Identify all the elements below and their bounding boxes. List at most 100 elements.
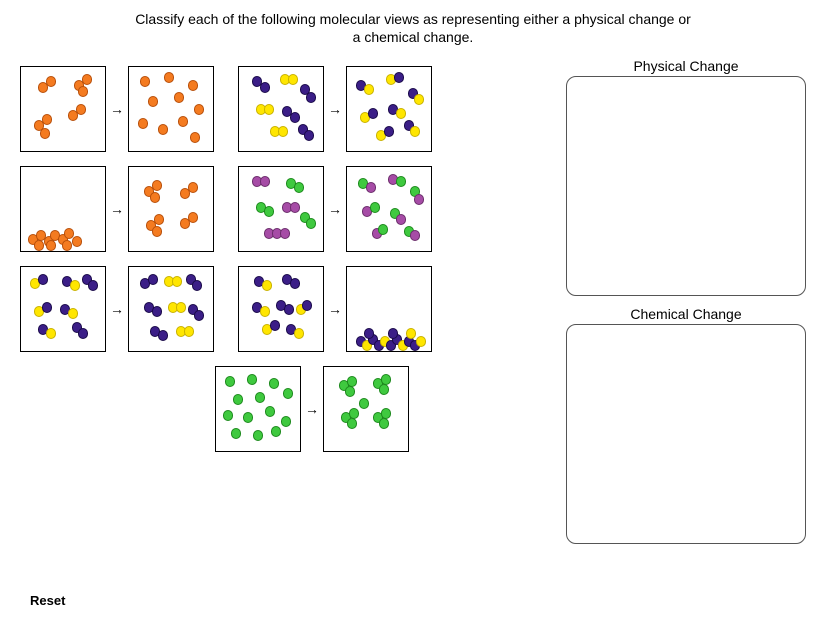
- orange-atom: [140, 76, 150, 86]
- orange-atom: [72, 236, 82, 246]
- orange-atom: [152, 226, 162, 236]
- yellow-atom: [278, 126, 288, 136]
- green-atom: [345, 386, 355, 396]
- arrow-icon: →: [106, 301, 128, 317]
- yellow-atom: [288, 74, 298, 84]
- orange-atom: [152, 180, 162, 190]
- blue-atom: [306, 92, 316, 102]
- chemical-change-bin[interactable]: [566, 324, 806, 544]
- blue-atom: [158, 330, 168, 340]
- before-box[interactable]: [20, 66, 106, 152]
- green-atom: [253, 430, 263, 440]
- orange-atom: [46, 240, 56, 250]
- after-box[interactable]: [128, 166, 214, 252]
- green-atom: [381, 374, 391, 384]
- yellow-atom: [406, 328, 416, 338]
- orange-atom: [190, 132, 200, 142]
- yellow-atom: [184, 326, 194, 336]
- green-atom: [247, 374, 257, 384]
- before-box[interactable]: [238, 266, 324, 352]
- green-atom: [294, 182, 304, 192]
- orange-atom: [46, 76, 56, 86]
- blue-atom: [192, 280, 202, 290]
- orange-atom: [188, 182, 198, 192]
- blue-atom: [78, 328, 88, 338]
- reset-button[interactable]: Reset: [30, 593, 65, 608]
- purple-atom: [280, 228, 290, 238]
- molecular-pair[interactable]: →: [238, 66, 432, 152]
- molecular-pair[interactable]: →: [20, 66, 214, 152]
- yellow-atom: [172, 276, 182, 286]
- green-atom: [269, 378, 279, 388]
- blue-atom: [384, 126, 394, 136]
- green-atom: [379, 384, 389, 394]
- green-atom: [378, 224, 388, 234]
- green-atom: [283, 388, 293, 398]
- after-box[interactable]: [128, 66, 214, 152]
- molecular-pair[interactable]: →: [238, 266, 432, 352]
- before-box[interactable]: [238, 66, 324, 152]
- orange-atom: [154, 214, 164, 224]
- blue-atom: [194, 310, 204, 320]
- yellow-atom: [414, 94, 424, 104]
- green-atom: [233, 394, 243, 404]
- green-atom: [255, 392, 265, 402]
- blue-atom: [304, 130, 314, 140]
- after-box[interactable]: [346, 166, 432, 252]
- orange-atom: [62, 240, 72, 250]
- green-atom: [225, 376, 235, 386]
- arrow-icon: →: [301, 401, 323, 417]
- purple-atom: [396, 214, 406, 224]
- orange-atom: [42, 114, 52, 124]
- blue-atom: [38, 274, 48, 284]
- before-box[interactable]: [238, 166, 324, 252]
- green-atom: [396, 176, 406, 186]
- yellow-atom: [416, 336, 426, 346]
- molecular-pair[interactable]: →: [20, 266, 214, 352]
- green-atom: [347, 418, 357, 428]
- blue-atom: [284, 304, 294, 314]
- orange-atom: [40, 128, 50, 138]
- after-box[interactable]: [346, 266, 432, 352]
- orange-atom: [188, 212, 198, 222]
- orange-atom: [178, 116, 188, 126]
- orange-atom: [78, 86, 88, 96]
- green-atom: [264, 206, 274, 216]
- yellow-atom: [262, 280, 272, 290]
- orange-atom: [148, 96, 158, 106]
- arrow-icon: →: [106, 201, 128, 217]
- blue-atom: [290, 112, 300, 122]
- molecular-pair[interactable]: →: [215, 366, 409, 452]
- blue-atom: [270, 320, 280, 330]
- blue-atom: [388, 328, 398, 338]
- before-box[interactable]: [215, 366, 301, 452]
- blue-atom: [148, 274, 158, 284]
- chemical-bin-label: Chemical Change: [566, 306, 806, 322]
- before-box[interactable]: [20, 166, 106, 252]
- after-box[interactable]: [323, 366, 409, 452]
- orange-atom: [188, 80, 198, 90]
- yellow-atom: [46, 328, 56, 338]
- orange-atom: [174, 92, 184, 102]
- blue-atom: [290, 278, 300, 288]
- purple-atom: [414, 194, 424, 204]
- drop-bins-area: Physical Change Chemical Change: [566, 58, 806, 544]
- purple-atom: [290, 202, 300, 212]
- orange-atom: [76, 104, 86, 114]
- after-box[interactable]: [128, 266, 214, 352]
- green-atom: [281, 416, 291, 426]
- green-atom: [243, 412, 253, 422]
- physical-change-bin[interactable]: [566, 76, 806, 296]
- diagram-row: →→: [20, 266, 536, 352]
- orange-atom: [82, 74, 92, 84]
- after-box[interactable]: [346, 66, 432, 152]
- molecular-pair[interactable]: →: [238, 166, 432, 252]
- diagram-row: →: [215, 366, 536, 452]
- orange-atom: [138, 118, 148, 128]
- blue-atom: [368, 108, 378, 118]
- molecular-pair[interactable]: →: [20, 166, 214, 252]
- diagram-row: →→: [20, 166, 536, 252]
- arrow-icon: →: [324, 201, 346, 217]
- before-box[interactable]: [20, 266, 106, 352]
- orange-atom: [34, 240, 44, 250]
